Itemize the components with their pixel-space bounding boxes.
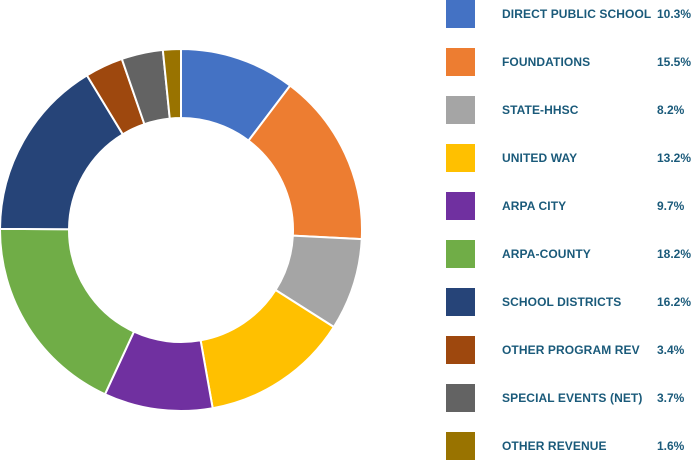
legend-value: 15.5%: [657, 55, 692, 69]
legend-item-other-program-rev: OTHER PROGRAM REV 3.4%: [446, 336, 693, 364]
slice-other-revenue: [161, 47, 182, 120]
legend-item-arpa-city: ARPA CITY 9.7%: [446, 192, 693, 220]
legend-value: 8.2%: [657, 103, 685, 117]
slice-arpa-county: [0, 227, 136, 396]
legend-value: 3.7%: [657, 391, 685, 405]
legend-item-arpa-county: ARPA-COUNTY 18.2%: [446, 240, 693, 268]
donut-chart: [0, 47, 363, 412]
legend-swatch: [446, 240, 475, 268]
legend-swatch: [446, 336, 475, 364]
legend-label: SCHOOL DISTRICTS: [502, 295, 622, 309]
legend-swatch: [446, 288, 475, 316]
legend-item-special-events-net: SPECIAL EVENTS (NET) 3.7%: [446, 384, 693, 412]
legend-value: 18.2%: [657, 247, 692, 261]
legend-value: 10.3%: [657, 7, 692, 21]
legend-label: ARPA CITY: [502, 199, 567, 213]
legend-label: ARPA-COUNTY: [502, 247, 591, 261]
legend-value: 13.2%: [657, 151, 692, 165]
legend-swatch: [446, 384, 475, 412]
legend-item-united-way: UNITED WAY 13.2%: [446, 144, 693, 172]
legend-item-direct-public-school: DIRECT PUBLIC SCHOOL 10.3%: [446, 0, 693, 28]
legend-swatch: [446, 96, 475, 124]
legend-swatch: [446, 432, 475, 460]
legend-value: 9.7%: [657, 199, 685, 213]
legend-label: OTHER REVENUE: [502, 439, 607, 453]
legend-item-school-districts: SCHOOL DISTRICTS 16.2%: [446, 288, 693, 316]
legend-label: SPECIAL EVENTS (NET): [502, 391, 643, 405]
legend-label: FOUNDATIONS: [502, 55, 591, 69]
legend-value: 1.6%: [657, 439, 685, 453]
legend-swatch: [446, 0, 475, 28]
legend-value: 3.4%: [657, 343, 685, 357]
legend-swatch: [446, 192, 475, 220]
chart-legend: DIRECT PUBLIC SCHOOL 10.3% FOUNDATIONS 15.5…: [446, 0, 693, 462]
legend-label: UNITED WAY: [502, 151, 578, 165]
legend-item-state-hhsc: STATE-HHSC 8.2%: [446, 96, 693, 124]
legend-value: 16.2%: [657, 295, 692, 309]
legend-swatch: [446, 144, 475, 172]
legend-item-other-revenue: OTHER REVENUE 1.6%: [446, 432, 693, 460]
legend-label: STATE-HHSC: [502, 103, 579, 117]
legend-label: OTHER PROGRAM REV: [502, 343, 640, 357]
legend-label: DIRECT PUBLIC SCHOOL: [502, 7, 652, 21]
legend-swatch: [446, 48, 475, 76]
legend-item-foundations: FOUNDATIONS 15.5%: [446, 48, 693, 76]
